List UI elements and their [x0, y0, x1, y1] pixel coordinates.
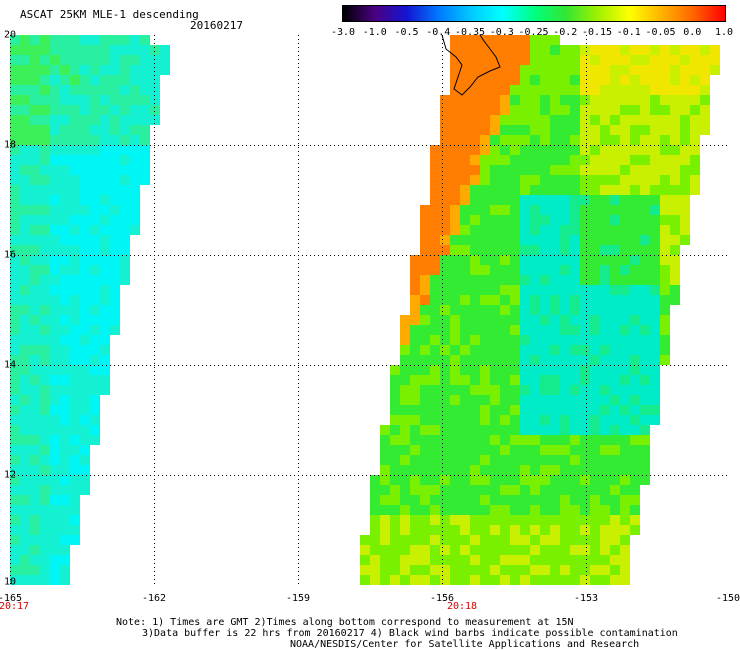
note-line-2: 3)Data buffer is 22 hrs from 20160217 4)…	[142, 628, 678, 639]
colorbar-tick: -0.05	[645, 27, 676, 38]
map-date: 20160217	[190, 19, 243, 32]
lat-label-20: 20	[4, 29, 17, 41]
swath-time-left: 20:17	[0, 601, 30, 612]
colorbar-tick: -1.0	[362, 27, 387, 38]
colorbar-tick: -0.4	[426, 27, 451, 38]
lon-label-165: -165	[0, 593, 23, 604]
lon-label-162: -162	[141, 593, 167, 604]
coastline	[441, 35, 501, 96]
colorbar-tick: -0.1	[616, 27, 641, 38]
grid-lines	[10, 35, 730, 585]
colorbar-tick: -0.3	[489, 27, 514, 38]
colorbar-tick: -0.35	[454, 27, 486, 38]
map-canvas	[10, 35, 730, 585]
colorbar-tick: 0.0	[683, 27, 702, 38]
lon-label-153: -153	[573, 593, 599, 604]
lat-label-14: 14	[4, 359, 17, 371]
lon-label-150: -150	[715, 593, 740, 604]
note-line-1: Note: 1) Times are GMT 2)Times along bot…	[116, 617, 574, 628]
colorbar-tick: -0.2	[553, 27, 578, 38]
swath-time-right: 20:18	[446, 601, 478, 612]
lat-label-12: 12	[4, 469, 17, 481]
lat-label-10: 10	[4, 576, 17, 588]
lat-label-18: 18	[4, 139, 17, 151]
lon-label-159: -159	[285, 593, 311, 604]
map-area	[10, 35, 730, 585]
colorbar-tick: -3.0	[330, 27, 356, 38]
swath-cells	[10, 35, 720, 585]
colorbar	[342, 5, 726, 22]
lon-label-156: -156	[429, 593, 455, 604]
colorbar-tick: -0.25	[518, 27, 549, 38]
note-line-3: NOAA/NESDIS/Center for Satellite Applica…	[290, 639, 640, 650]
colorbar-tick: -0.15	[581, 27, 613, 38]
colorbar-tick: 1.0	[714, 27, 734, 38]
lat-label-16: 16	[4, 249, 17, 261]
map-title: ASCAT 25KM MLE-1 descending	[20, 8, 199, 21]
colorbar-tick: -0.5	[394, 27, 419, 38]
